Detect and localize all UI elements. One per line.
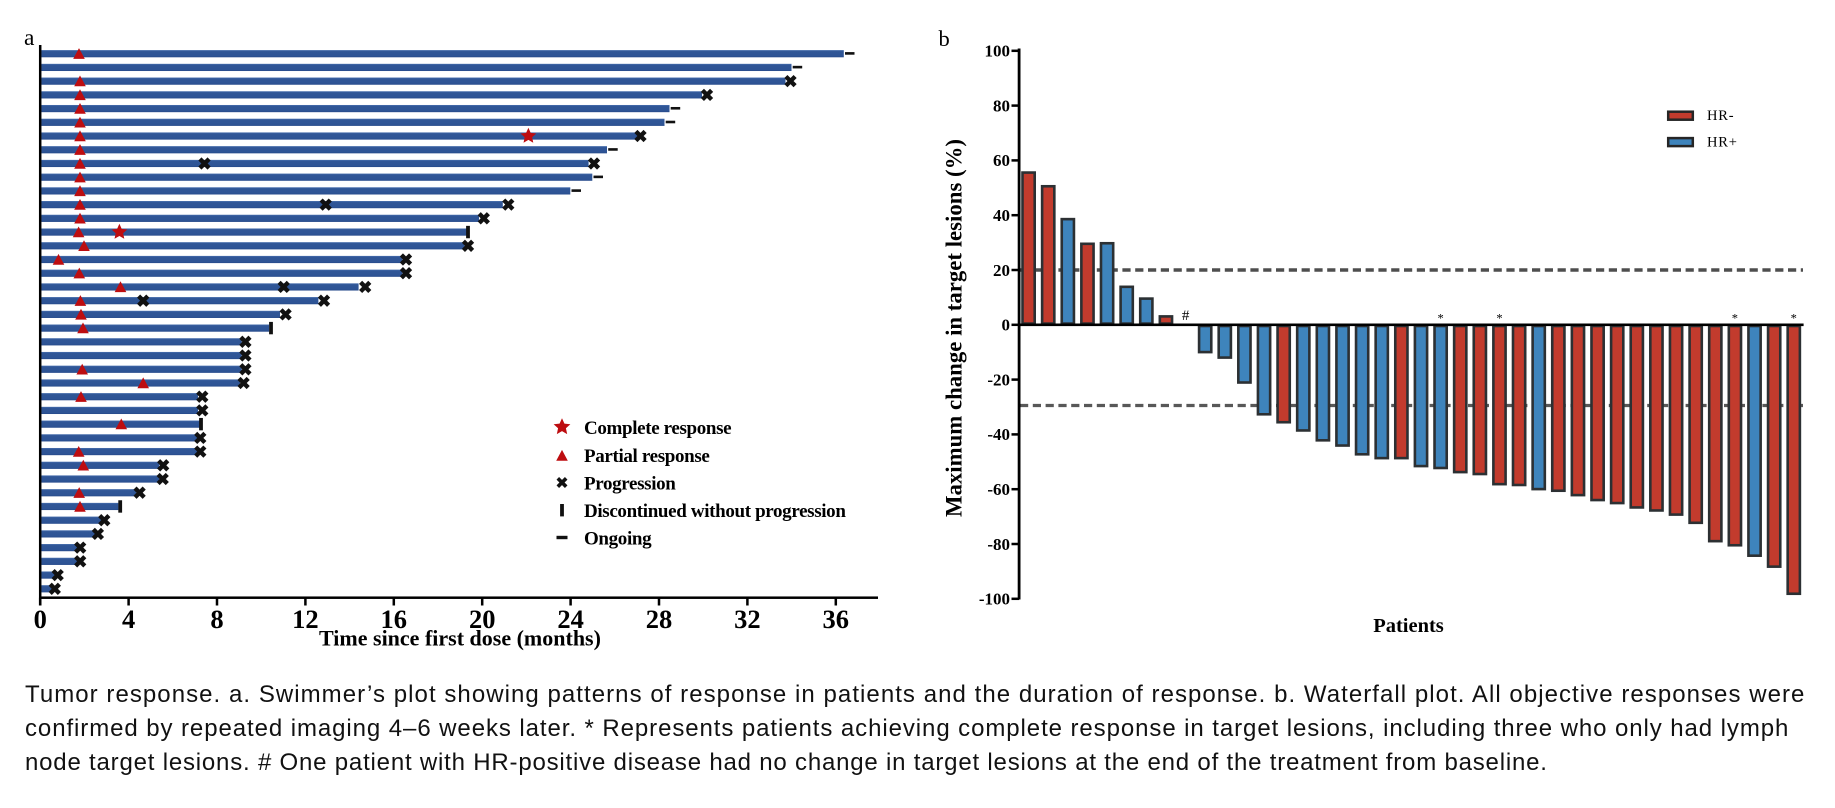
- svg-text:0: 0: [1002, 316, 1011, 335]
- svg-text:HR+: HR+: [1707, 135, 1738, 151]
- svg-text:Partial response: Partial response: [584, 446, 709, 467]
- svg-text:*: *: [1437, 312, 1443, 326]
- svg-text:-100: -100: [979, 590, 1010, 609]
- svg-text:12: 12: [292, 604, 319, 634]
- svg-text:*: *: [1496, 312, 1502, 326]
- svg-text:32: 32: [734, 604, 761, 634]
- svg-text:Time since first dose (months): Time since first dose (months): [319, 626, 601, 651]
- svg-text:0: 0: [34, 604, 47, 634]
- svg-text:*: *: [1791, 312, 1797, 326]
- svg-text:-80: -80: [987, 535, 1010, 554]
- svg-text:Ongoing: Ongoing: [584, 529, 652, 550]
- svg-text:-40: -40: [987, 425, 1010, 444]
- svg-text:28: 28: [646, 604, 673, 634]
- svg-text:80: 80: [993, 96, 1010, 115]
- svg-text:#: #: [1182, 308, 1190, 324]
- svg-text:8: 8: [210, 604, 223, 634]
- svg-text:4: 4: [122, 604, 135, 634]
- svg-text:a: a: [24, 25, 35, 51]
- svg-text:Discontinued without progressi: Discontinued without progression: [584, 501, 846, 522]
- svg-text:Patients: Patients: [1373, 615, 1444, 637]
- svg-text:Complete response: Complete response: [584, 418, 731, 439]
- svg-text:HR-: HR-: [1707, 108, 1734, 124]
- svg-text:20: 20: [469, 604, 496, 634]
- svg-text:100: 100: [985, 42, 1011, 61]
- svg-text:Maximum change in target lesio: Maximum change in target lesions (%): [942, 139, 967, 517]
- svg-text:24: 24: [557, 604, 584, 634]
- svg-text:16: 16: [381, 604, 408, 634]
- svg-text:b: b: [939, 26, 950, 51]
- svg-text:60: 60: [993, 151, 1010, 170]
- svg-text:-20: -20: [987, 370, 1010, 389]
- svg-text:40: 40: [993, 206, 1010, 225]
- svg-text:20: 20: [993, 261, 1010, 280]
- svg-text:36: 36: [823, 604, 850, 634]
- svg-text:-60: -60: [987, 480, 1010, 499]
- svg-text:*: *: [1732, 312, 1738, 326]
- svg-text:Progression: Progression: [584, 474, 676, 495]
